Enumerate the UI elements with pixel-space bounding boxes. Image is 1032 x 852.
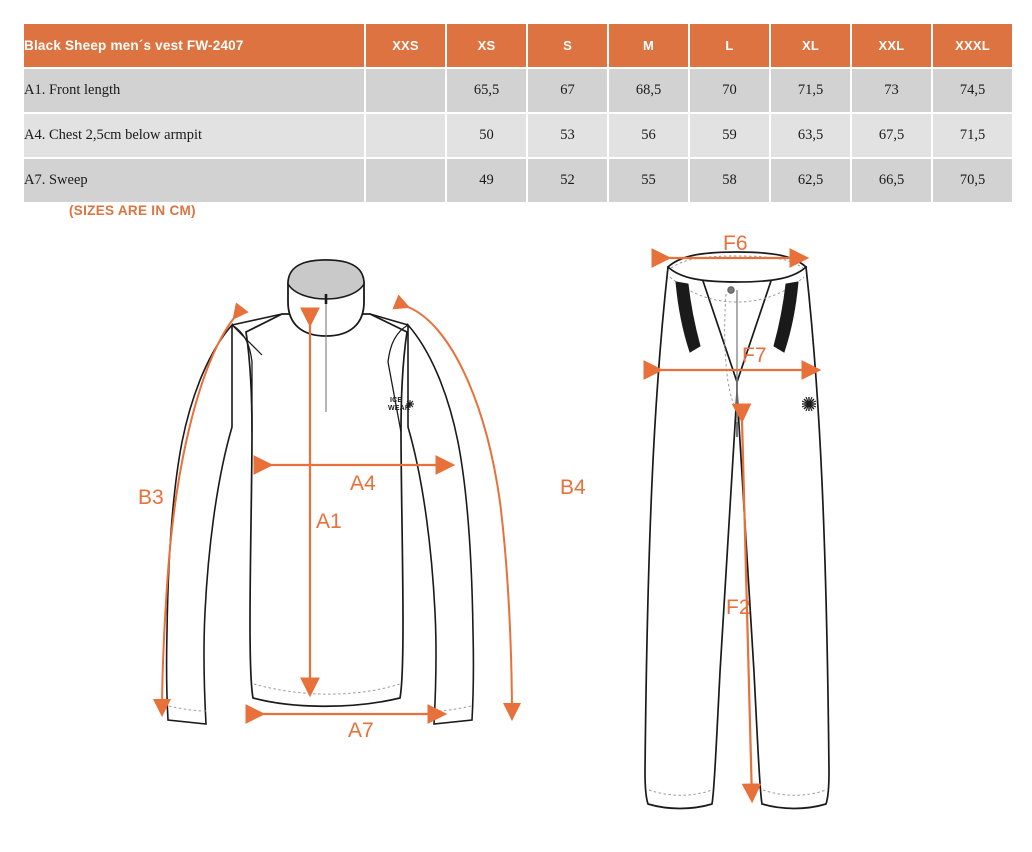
- arrow-b4: [392, 294, 521, 721]
- cell-a4-xxxl: 71,5: [933, 114, 1012, 157]
- size-header-xs: XS: [447, 24, 526, 67]
- cell-a7-l: 58: [690, 159, 769, 202]
- table-title-cell: Black Sheep men´s vest FW-2407: [24, 24, 364, 67]
- measurements-table: Black Sheep men´s vest FW-2407 XXS XS S …: [22, 22, 1014, 204]
- logo-text-line2: WEAR: [388, 405, 410, 412]
- cell-a4-xl: 63,5: [771, 114, 850, 157]
- trousers-left-hem: [648, 789, 713, 796]
- size-header-xxl: XXL: [852, 24, 931, 67]
- label-f6: F6: [723, 232, 748, 255]
- cell-a7-xxxl: 70,5: [933, 159, 1012, 202]
- sweater-right-sleeve: [407, 322, 475, 725]
- table-row: A4. Chest 2,5cm below armpit 50 53 56 59…: [24, 114, 1012, 157]
- sweater-hem-stitch: [253, 683, 401, 695]
- table-header-row: Black Sheep men´s vest FW-2407 XXS XS S …: [24, 24, 1012, 67]
- cell-a7-xxl: 66,5: [852, 159, 931, 202]
- cell-a1-xxl: 73: [852, 69, 931, 112]
- cell-a7-s: 52: [528, 159, 607, 202]
- logo-text-line1: ICE: [390, 397, 402, 404]
- cell-a1-xs: 65,5: [447, 69, 526, 112]
- size-chart-table: Black Sheep men´s vest FW-2407 XXS XS S …: [22, 22, 1012, 204]
- cell-a4-xxl: 67,5: [852, 114, 931, 157]
- snowflake-icon: [406, 400, 414, 408]
- cell-a4-xxs: [366, 114, 445, 157]
- sweater-left-sleeve: [165, 322, 233, 725]
- sweater-collar-inner: [287, 259, 365, 300]
- trousers-left-leg: [644, 266, 738, 810]
- table-row: A7. Sweep 49 52 55 58 62,5 66,5 70,5: [24, 159, 1012, 202]
- label-a1: A1: [316, 510, 342, 533]
- cell-a1-m: 68,5: [609, 69, 688, 112]
- cell-a7-xs: 49: [447, 159, 526, 202]
- cell-a7-xxs: [366, 159, 445, 202]
- label-f7: F7: [742, 344, 767, 367]
- cell-a4-xs: 50: [447, 114, 526, 157]
- label-b4: B4: [560, 476, 586, 499]
- size-header-l: L: [690, 24, 769, 67]
- row-label-a7: A7. Sweep: [24, 159, 364, 202]
- cell-a1-s: 67: [528, 69, 607, 112]
- cell-a1-xxxl: 74,5: [933, 69, 1012, 112]
- trousers-right-pocket: [773, 281, 799, 353]
- cell-a1-l: 70: [690, 69, 769, 112]
- row-label-a4: A4. Chest 2,5cm below armpit: [24, 114, 364, 157]
- size-header-xl: XL: [771, 24, 850, 67]
- arrow-f2: [731, 403, 762, 804]
- size-header-xxxl: XXXL: [933, 24, 1012, 67]
- size-header-xxs: XXS: [366, 24, 445, 67]
- label-f2: F2: [726, 596, 751, 619]
- cell-a4-s: 53: [528, 114, 607, 157]
- cell-a4-l: 59: [690, 114, 769, 157]
- trousers-right-hem: [762, 789, 827, 796]
- cell-a1-xxs: [366, 69, 445, 112]
- table-head: Black Sheep men´s vest FW-2407 XXS XS S …: [24, 24, 1012, 67]
- units-note: (SIZES ARE IN CM): [69, 203, 196, 218]
- size-header-m: M: [609, 24, 688, 67]
- snowflake-icon: [801, 396, 817, 412]
- trousers-waistband: [666, 251, 808, 283]
- trousers-illustration: F6 F7 F2: [643, 232, 830, 810]
- arrow-b3: [153, 302, 249, 717]
- label-a7: A7: [348, 719, 374, 742]
- label-b3: B3: [138, 486, 164, 509]
- cell-a7-xl: 62,5: [771, 159, 850, 202]
- table-body: A1. Front length 65,5 67 68,5 70 71,5 73…: [24, 69, 1012, 202]
- size-header-s: S: [528, 24, 607, 67]
- table-row: A1. Front length 65,5 67 68,5 70 71,5 73…: [24, 69, 1012, 112]
- garment-diagrams: ICE WEAR A4 A1 A7 B3 B4: [0, 232, 1032, 852]
- trousers-button-icon: [727, 286, 735, 294]
- trousers-left-pocket: [675, 281, 701, 353]
- label-a4: A4: [350, 472, 376, 495]
- cell-a4-m: 56: [609, 114, 688, 157]
- sweater-illustration: ICE WEAR A4 A1 A7 B3 B4: [138, 259, 586, 742]
- cell-a1-xl: 71,5: [771, 69, 850, 112]
- cell-a7-m: 55: [609, 159, 688, 202]
- row-label-a1: A1. Front length: [24, 69, 364, 112]
